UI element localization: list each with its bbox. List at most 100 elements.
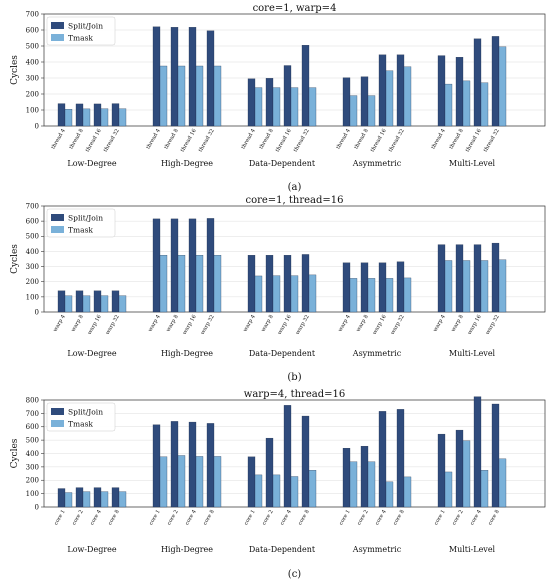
bar-splitjoin — [75, 290, 84, 313]
chart-title: core=1, warp=4 — [253, 3, 337, 14]
bar-tmask — [82, 108, 91, 127]
bar-tmask — [159, 456, 168, 508]
bar-tmask — [480, 260, 489, 313]
group-label: Asymmetric — [352, 159, 402, 168]
y-tick-label: 200 — [26, 477, 39, 485]
group-label: Multi-Level — [449, 545, 496, 554]
x-tick-label: core 2 — [356, 509, 369, 526]
x-tick-label: thread 16 — [275, 128, 293, 153]
y-tick-label: 100 — [26, 106, 39, 114]
legend-label: Tmask — [68, 226, 93, 235]
bar-tmask — [254, 275, 263, 313]
y-tick-label: 200 — [26, 90, 39, 98]
bar-splitjoin — [301, 415, 310, 508]
bar-splitjoin — [378, 411, 387, 508]
y-tick-label: 400 — [26, 450, 39, 458]
y-tick-label: 500 — [26, 437, 39, 445]
bar-tmask — [254, 87, 263, 127]
bar-tmask — [385, 278, 394, 313]
chart-panel-0: core=1, warp=4 0 100 200 300 400 500 600 700 Cycl… — [10, 3, 546, 193]
y-tick-label: 100 — [26, 490, 39, 498]
y-tick-label: 400 — [26, 58, 39, 66]
x-tick-label: warp 16 — [277, 314, 293, 336]
x-tick-label: core 4 — [374, 508, 388, 526]
x-tick-label: warp 32 — [295, 314, 311, 336]
bar-tmask — [308, 87, 317, 127]
bar-splitjoin — [396, 409, 405, 508]
bar-tmask — [349, 95, 358, 127]
bar-tmask — [195, 255, 204, 313]
x-tick-label: thread 16 — [180, 128, 198, 153]
x-tick-label: warp 32 — [485, 314, 501, 336]
chart-title: warp=4, thread=16 — [244, 389, 345, 400]
bar-tmask — [367, 278, 376, 313]
bar-tmask — [480, 470, 489, 508]
bar-splitjoin — [396, 54, 405, 127]
bar-splitjoin — [378, 54, 387, 127]
y-tick-label: 100 — [26, 293, 39, 301]
bar-splitjoin — [111, 290, 120, 313]
bar-tmask — [213, 255, 222, 313]
bar-tmask — [100, 491, 109, 508]
legend-swatch — [51, 34, 64, 41]
x-tick-label: warp 4 — [337, 313, 352, 332]
bar-tmask — [385, 70, 394, 127]
x-tick-label: warp 4 — [52, 313, 67, 332]
y-tick-label: 0 — [35, 503, 39, 511]
x-tick-label: core 2 — [451, 509, 464, 526]
x-tick-label: thread 8 — [163, 128, 179, 150]
x-tick-label: thread 32 — [103, 128, 121, 153]
bar-splitjoin — [152, 26, 161, 127]
group-label: High-Degree — [161, 349, 213, 358]
x-tick-label: warp 16 — [87, 314, 103, 336]
bar-tmask — [462, 440, 471, 508]
bar-tmask — [403, 66, 412, 127]
x-tick-label: core 1 — [53, 509, 66, 526]
bar-tmask — [367, 95, 376, 127]
x-tick-label: core 4 — [279, 508, 293, 526]
x-tick-label: warp 8 — [70, 314, 84, 333]
group-label: Low-Degree — [67, 545, 117, 554]
group-label: Asymmetric — [352, 349, 402, 358]
x-tick-label: core 1 — [433, 509, 446, 526]
legend-label: Split/Join — [68, 408, 103, 417]
bar-tmask — [100, 108, 109, 127]
bar-splitjoin — [206, 423, 215, 508]
x-tick-label: thread 4 — [240, 127, 257, 150]
group-label: Multi-Level — [449, 349, 496, 358]
bar-splitjoin — [170, 421, 179, 508]
y-axis-label: Cycles — [10, 244, 20, 274]
x-tick-label: thread 32 — [483, 128, 501, 153]
bar-splitjoin — [265, 255, 274, 313]
x-tick-label: core 2 — [71, 509, 84, 526]
bar-splitjoin — [93, 290, 102, 313]
bar-tmask — [64, 492, 73, 508]
bar-splitjoin — [437, 55, 446, 127]
y-tick-label: 300 — [26, 463, 39, 471]
bar-tmask — [177, 65, 186, 127]
bar-tmask — [159, 255, 168, 313]
x-tick-label: core 8 — [202, 509, 215, 526]
bar-splitjoin — [283, 65, 292, 127]
legend-swatch — [51, 408, 64, 415]
bar-splitjoin — [152, 424, 161, 508]
x-tick-label: thread 16 — [465, 128, 483, 153]
bar-tmask — [254, 474, 263, 508]
bar-splitjoin — [360, 445, 369, 508]
chart-panel-1: core=1, thread=16 0 100 200 300 400 500 600 700 C… — [10, 195, 546, 383]
y-tick-label: 500 — [26, 233, 39, 241]
y-tick-label: 600 — [26, 218, 39, 226]
y-tick-label: 300 — [26, 263, 39, 271]
bar-tmask — [444, 471, 453, 508]
group-label: High-Degree — [161, 545, 213, 554]
bar-tmask — [385, 481, 394, 508]
bar-tmask — [64, 109, 73, 127]
legend-swatch — [51, 226, 64, 233]
bar-tmask — [349, 278, 358, 313]
bar-tmask — [82, 491, 91, 508]
x-tick-label: warp 4 — [432, 313, 447, 332]
bar-splitjoin — [491, 242, 500, 313]
bar-tmask — [118, 108, 127, 127]
y-tick-label: 700 — [26, 202, 39, 210]
bar-splitjoin — [57, 290, 66, 313]
